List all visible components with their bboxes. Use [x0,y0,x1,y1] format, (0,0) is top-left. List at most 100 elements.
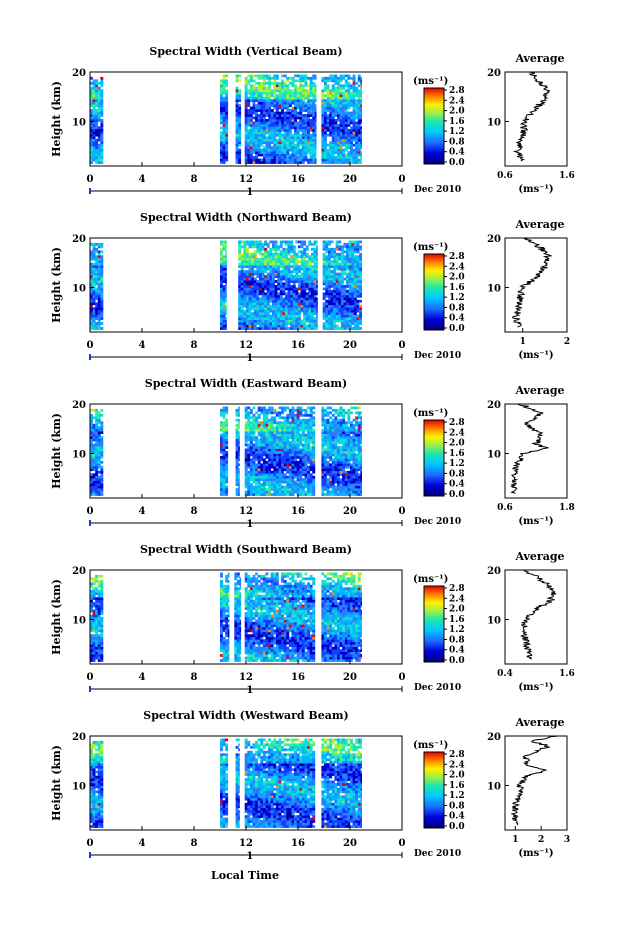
heatmap-cell [270,138,274,142]
heatmap-cell [316,245,318,249]
heatmap-cell [294,89,297,93]
heatmap-cell [282,302,286,306]
heatmap-cell [300,294,304,298]
heatmap-cell [240,327,244,330]
heatmap-cell [270,483,274,486]
heatmap-cell [248,327,252,330]
heatmap-cell [270,443,274,447]
heatmap-cell [264,292,268,296]
heatmap-cell [313,285,317,288]
heatmap-cell [265,138,269,142]
heatmap-cell [97,133,101,137]
heatmap-cell [329,96,333,100]
heatmap-cell [304,123,308,127]
heatmap-cell [309,146,313,149]
heatmap-cell [288,158,292,162]
heatmap-cell [92,136,96,140]
heatmap-cell [291,453,295,457]
heatmap-cell [269,270,273,273]
heatmap-cell [261,322,265,325]
heatmap-cell [309,158,313,162]
heatmap-cell [296,94,300,98]
heatmap-cell [291,483,295,486]
heatmap-cell [261,285,265,288]
heatmap-cell [274,265,278,268]
heatmap-cell [339,79,343,83]
heatmap-cell [334,81,338,85]
heatmap-cell [307,451,310,454]
heatmap-cell [312,76,316,80]
heatmap-cell [273,111,277,115]
heatmap-cell [329,465,333,469]
heatmap-cell [285,262,288,266]
heatmap-cell [356,247,360,251]
heatmap-cell [235,426,239,430]
heatmap-cell [335,302,339,306]
heatmap-cell [353,272,357,276]
heatmap-cell [220,247,223,251]
heatmap-cell [291,490,295,494]
heatmap-cell [348,280,352,283]
heatmap-cell [327,297,331,301]
heatmap-cell [321,448,325,452]
heatmap-cell [95,153,99,157]
heatmap-cell [275,493,279,496]
heatmap-cell [312,136,316,140]
heatmap-cell [248,287,252,291]
heatmap-cell [324,488,327,491]
heatmap-cell [220,131,223,135]
heatmap-cell [264,247,268,251]
heatmap-cell [353,285,357,288]
heatmap-cell [352,96,356,100]
heatmap-cell [220,460,223,464]
heatmap-cell [326,89,330,93]
heatmap-cell [322,294,326,298]
heatmap-cell [260,448,264,452]
heatmap-cell [279,317,283,320]
heatmap-cell [288,473,292,477]
heatmap-cell [331,74,335,78]
heatmap-cell [334,128,338,132]
heatmap-cell [301,408,305,412]
heatmap-cell [257,448,261,452]
heatmap-cell [282,260,286,264]
heatmap-cell [340,265,344,268]
heatmap-cell [316,262,318,266]
heatmap-cell [285,285,288,288]
heatmap-cell [343,324,347,328]
heatmap-cell [252,141,256,145]
heatmap-cell [340,282,344,286]
heatmap-cell [322,287,326,291]
heatmap-cell [322,292,326,296]
heatmap-cell [273,483,277,486]
heatmap-cell [307,76,310,80]
heatmap-cell [256,250,260,254]
heatmap-cell [355,131,359,135]
heatmap-cell [97,485,101,489]
heatmap-cell [90,438,93,442]
heatmap-cell [333,294,336,298]
heatmap-cell [285,322,288,325]
heatmap-cell [288,426,292,430]
heatmap-cell [322,245,326,249]
heatmap-cell [288,433,292,437]
heatmap-cell [308,260,312,264]
heatmap-cell [282,304,286,308]
heatmap-cell [97,418,101,422]
heatmap-cell [252,79,256,83]
heatmap-cell [100,161,104,164]
heatmap-cell [347,106,351,110]
heatmap-cell [275,119,279,122]
heatmap-cell [246,257,249,261]
heatmap-cell [249,156,253,159]
heatmap-cell [340,292,344,296]
heatmap-cell [90,463,93,467]
heatmap-cell [288,411,292,415]
heatmap-cell [327,277,331,281]
heatmap-cell [100,265,104,268]
heatmap-cell [264,319,268,323]
heatmap-cell [95,143,99,147]
heatmap-cell [286,428,290,432]
heatmap-cell [326,463,330,467]
heatmap-cell [264,324,268,328]
